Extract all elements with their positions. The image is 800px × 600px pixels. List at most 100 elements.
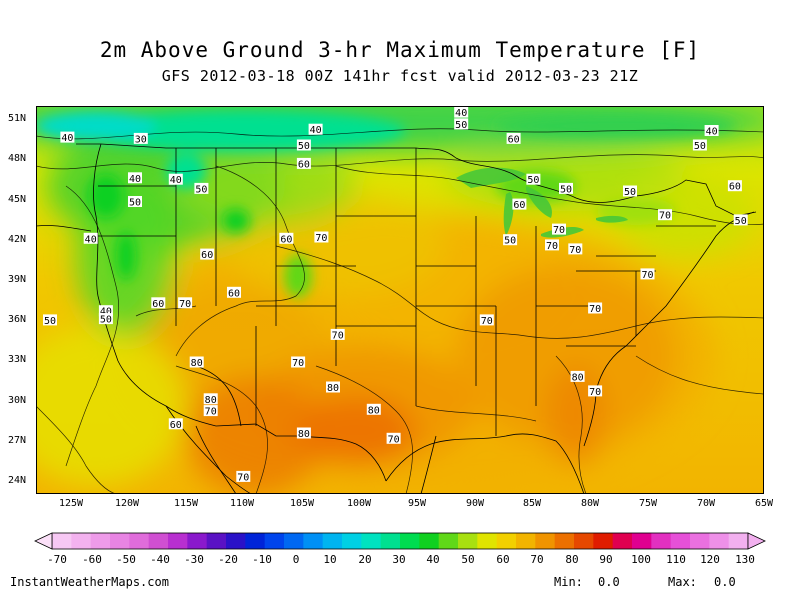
- contour-label: 70: [332, 330, 344, 341]
- contour-label: 70: [292, 358, 304, 369]
- lat-label: 30N: [8, 395, 27, 406]
- colorbar-cell: [245, 533, 266, 549]
- contour-label-bg: [588, 385, 603, 397]
- colorbar-cell: [535, 533, 556, 549]
- colorbar-label: -50: [116, 553, 136, 566]
- lat-label: 48N: [8, 153, 27, 164]
- colorbar-cell: [168, 533, 188, 549]
- contour-label: 70: [659, 211, 671, 222]
- contour-label-bg: [133, 132, 148, 144]
- contour-label-bg: [570, 370, 585, 382]
- contour-label-bg: [704, 125, 719, 136]
- colorbar-label: 70: [530, 553, 544, 566]
- contour-label-bg: [658, 209, 672, 221]
- contour-label: 50: [298, 141, 310, 152]
- contour-label-bg: [98, 313, 113, 325]
- lat-label: 33N: [8, 354, 27, 365]
- contour-lines: [36, 128, 764, 494]
- contour-label-bg: [692, 139, 707, 151]
- colorbar-cell: [612, 533, 633, 549]
- colorbar-cell: [458, 533, 478, 549]
- contour-label-bg: [98, 305, 113, 317]
- colorbar-cell: [361, 533, 382, 549]
- colorbar-cell: [554, 533, 575, 549]
- min-label: Min:: [554, 575, 583, 589]
- contour-label: 50: [455, 120, 467, 131]
- contour-label-bg: [296, 157, 311, 169]
- contour-label: 60: [201, 250, 213, 261]
- colorbar-label: 120: [700, 553, 720, 566]
- contour-label-bg: [200, 248, 215, 260]
- colorbar-cell: [670, 533, 691, 549]
- colorbar-cell: [303, 533, 324, 549]
- contour-label: 50: [735, 216, 747, 227]
- colorbar-cell: [438, 533, 459, 549]
- contour-label: 40: [170, 175, 182, 186]
- colorbar-cell: [690, 533, 710, 549]
- lat-label: 36N: [8, 314, 27, 325]
- colorbar-cell: [71, 533, 92, 549]
- contour-label: 70: [179, 299, 191, 310]
- lon-label: 70W: [696, 498, 716, 509]
- colorbar-label: 100: [631, 553, 651, 566]
- contour-label: 40: [706, 127, 718, 138]
- contour-label: 70: [388, 434, 400, 445]
- colorbar-cell: [342, 533, 362, 549]
- contour-label: 70: [205, 407, 217, 418]
- colorbar-label: 80: [565, 553, 579, 566]
- contour-label-bg: [326, 381, 340, 393]
- contour-label-bg: [168, 173, 183, 185]
- temperature-map: 40 50 40 40 40 30 60 50 50 60 40 40 50 50 50 50 60 50 60 70…: [36, 106, 764, 494]
- max-value: 0.0: [714, 575, 736, 589]
- colorbar-label: 110: [666, 553, 686, 566]
- contour-label-bg: [83, 232, 98, 244]
- colorbar-cell: [477, 533, 498, 549]
- contour-label-bg: [296, 139, 311, 151]
- contour-label: 80: [205, 395, 217, 406]
- contour-label: 70: [481, 316, 493, 327]
- colorbar-cell: [129, 533, 150, 549]
- contour-label-bg: [178, 297, 193, 309]
- colorbar-label: 10: [323, 553, 337, 566]
- colorbar-cell: [148, 533, 169, 549]
- contour-label-bg: [203, 405, 218, 417]
- lat-label: 27N: [8, 435, 27, 446]
- contour-label: 60: [280, 234, 292, 245]
- contour-label: 70: [569, 245, 581, 256]
- lon-label: 85W: [522, 498, 542, 509]
- contour-label-bg: [545, 239, 559, 251]
- lat-label: 51N: [8, 113, 27, 124]
- lon-label: 65W: [754, 498, 774, 509]
- colorbar-cell: [400, 533, 420, 549]
- colorbar-cell: [90, 533, 111, 549]
- contour-label-bg: [189, 356, 204, 368]
- lon-label: 115W: [173, 498, 199, 509]
- colorbar-cell: [110, 533, 130, 549]
- colorbar-cell: [593, 533, 614, 549]
- colorbar-cell: [264, 533, 285, 549]
- colorbar-label: 0: [292, 553, 300, 566]
- colorbar-cell: [187, 533, 208, 549]
- contour-label: 50: [560, 184, 572, 195]
- contour-label: 40: [455, 108, 467, 119]
- map-frame: [36, 106, 764, 494]
- colorbar-cell: [496, 533, 517, 549]
- contour-label: 50: [195, 184, 207, 195]
- colorbar-label: -40: [150, 553, 170, 566]
- contour-label: 50: [624, 187, 636, 198]
- contour-label: 40: [100, 307, 112, 318]
- contour-label-bg: [296, 427, 311, 439]
- contour-label-bg: [314, 231, 329, 243]
- contour-label: 40: [85, 234, 97, 245]
- contour-label: 40: [310, 125, 322, 136]
- contour-label: 80: [191, 358, 203, 369]
- contour-label: 80: [327, 383, 339, 394]
- contour-label-bg: [366, 403, 381, 415]
- contour-label: 40: [61, 133, 73, 144]
- contour-label-bg: [128, 196, 142, 207]
- colorbar-cell: [728, 533, 749, 549]
- colorbar: [34, 532, 766, 550]
- colorbar-label: -10: [252, 553, 272, 566]
- colorbar-cell: [419, 533, 440, 549]
- colorbar-right-arrow: [747, 532, 766, 550]
